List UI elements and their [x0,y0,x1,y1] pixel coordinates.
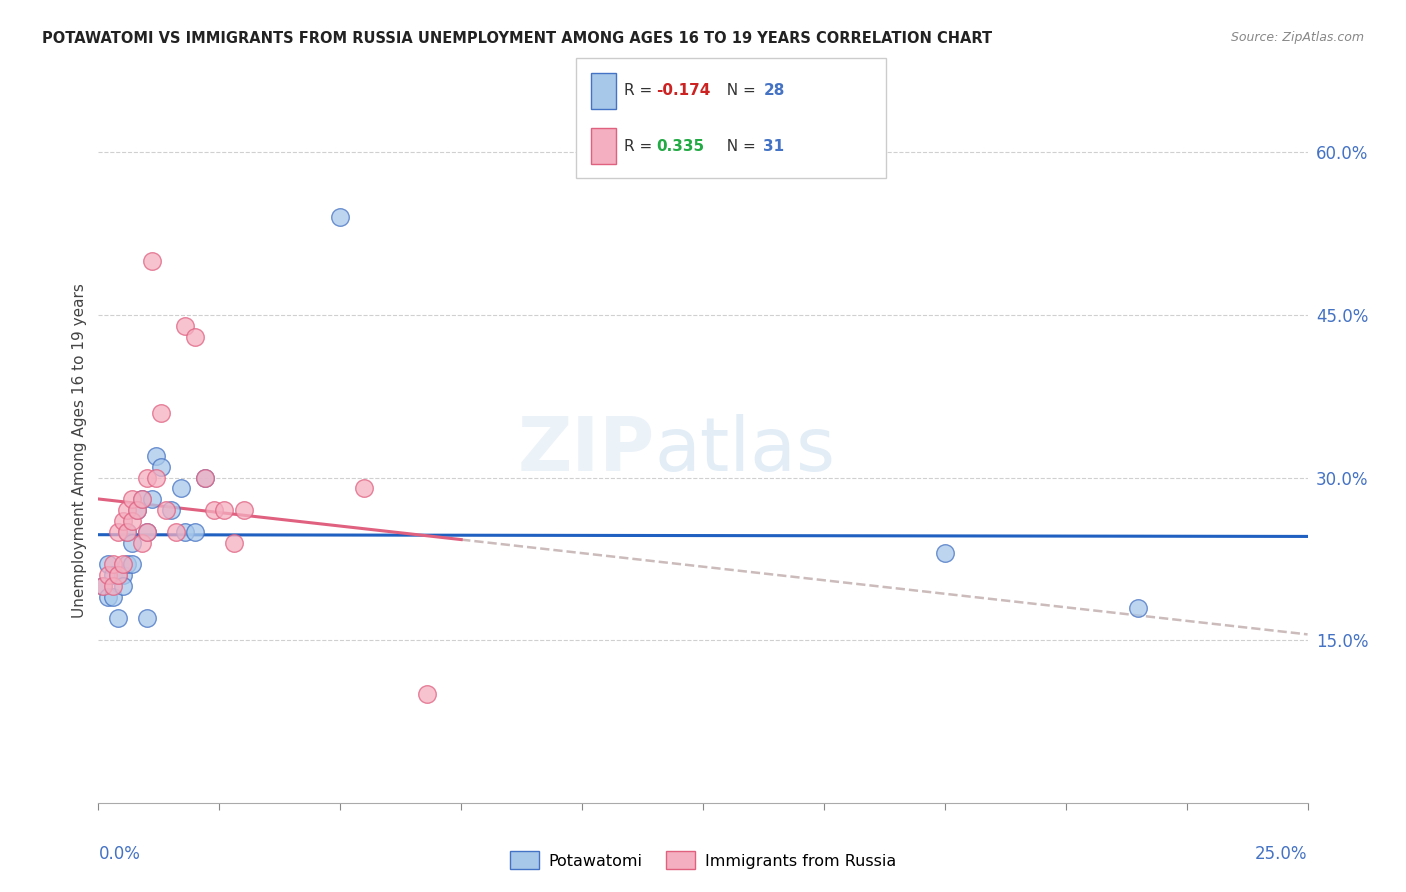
Point [194,470,217,484]
Point [107,524,129,539]
Point [160,503,183,517]
Point [222,535,245,549]
Point [121,558,143,572]
Point [117,524,139,539]
Point [155,503,177,517]
Point [91,579,114,593]
Text: ZIP: ZIP [517,414,655,487]
Point [150,405,173,419]
Text: 28: 28 [763,83,785,98]
Text: 0.0%: 0.0% [98,845,141,863]
Point [127,503,149,517]
Point [131,492,153,507]
Point [117,558,139,572]
Point [131,492,153,507]
Point [135,611,157,625]
Text: 25.0%: 25.0% [1256,845,1308,863]
Point [101,579,124,593]
Point [934,546,956,560]
Point [107,611,129,625]
Point [97,558,120,572]
Point [150,459,173,474]
Text: -0.174: -0.174 [657,83,711,98]
Point [101,558,124,572]
Point [121,492,143,507]
Text: R =: R = [624,83,658,98]
Text: N =: N = [717,83,761,98]
Point [117,524,139,539]
Point [145,449,167,463]
Point [121,514,143,528]
Point [121,535,143,549]
Point [169,482,191,496]
Point [127,503,149,517]
Point [204,503,226,517]
Point [101,568,124,582]
Point [141,253,163,268]
Point [174,318,197,333]
Legend: Potawatomi, Immigrants from Russia: Potawatomi, Immigrants from Russia [503,845,903,876]
Point [111,558,134,572]
Point [111,514,134,528]
Text: N =: N = [717,138,761,153]
Y-axis label: Unemployment Among Ages 16 to 19 years: Unemployment Among Ages 16 to 19 years [72,283,87,618]
Text: 31: 31 [763,138,785,153]
Point [232,503,254,517]
Point [97,568,120,582]
Text: R =: R = [624,138,658,153]
Text: POTAWATOMI VS IMMIGRANTS FROM RUSSIA UNEMPLOYMENT AMONG AGES 16 TO 19 YEARS CORR: POTAWATOMI VS IMMIGRANTS FROM RUSSIA UNE… [42,31,993,46]
Point [135,470,157,484]
Point [117,503,139,517]
Point [131,535,153,549]
Point [1128,600,1150,615]
Point [194,470,217,484]
Point [135,524,157,539]
Point [107,568,129,582]
Point [212,503,235,517]
Point [107,568,129,582]
Point [101,590,124,604]
Point [174,524,197,539]
Point [184,329,207,343]
Point [111,579,134,593]
Point [184,524,207,539]
Point [111,568,134,582]
Point [353,482,375,496]
Text: 0.335: 0.335 [657,138,704,153]
Text: Source: ZipAtlas.com: Source: ZipAtlas.com [1230,31,1364,45]
Point [165,524,187,539]
Point [97,590,120,604]
Point [141,492,163,507]
Point [329,211,352,225]
Point [416,687,439,701]
Point [135,524,157,539]
Point [145,470,167,484]
Point [91,579,114,593]
Text: atlas: atlas [655,414,835,487]
